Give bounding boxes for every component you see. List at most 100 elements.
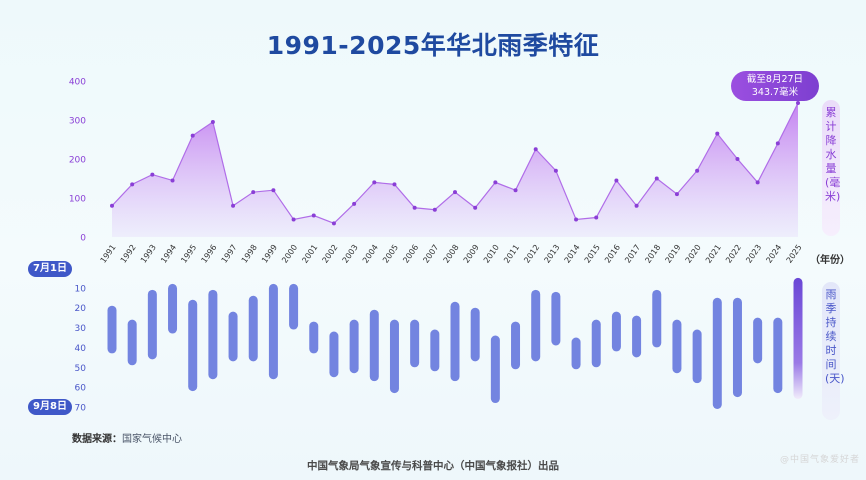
duration-bar-2008 xyxy=(450,301,460,382)
rain-point-2008 xyxy=(453,190,457,195)
rain-point-1991 xyxy=(110,203,114,208)
duration-bar-1996 xyxy=(208,289,218,380)
year-tick-1993: 1993 xyxy=(139,243,158,265)
callout-date: 截至8月27日 xyxy=(746,74,804,85)
data-source: 数据来源：国家气候中心 xyxy=(72,430,182,445)
source-label: 数据来源： xyxy=(72,434,122,445)
duration-bar-2020 xyxy=(692,329,702,384)
duration-bar-2014 xyxy=(571,337,581,370)
rain-axis-text: 累计降水量(毫米) xyxy=(825,106,841,203)
year-tick-2000: 2000 xyxy=(280,243,299,265)
year-tick-2005: 2005 xyxy=(381,243,400,265)
rain-point-2015 xyxy=(594,215,599,220)
year-tick-2004: 2004 xyxy=(361,243,380,265)
year-tick-2020: 2020 xyxy=(684,243,703,265)
rain-point-2004 xyxy=(372,180,377,185)
dur-ytick-40: 40 xyxy=(75,344,87,354)
rain-area xyxy=(112,102,798,237)
rain-point-1998 xyxy=(251,190,256,195)
year-tick-1996: 1996 xyxy=(199,243,218,265)
duration-bar-2010 xyxy=(490,335,500,404)
year-axis-label: （年份） xyxy=(810,255,850,266)
year-tick-1999: 1999 xyxy=(260,243,279,265)
year-tick-2001: 2001 xyxy=(300,243,319,265)
rain-point-2021 xyxy=(715,131,720,136)
rain-point-2024 xyxy=(775,141,780,146)
rain-axis-label: 累计降水量(毫米) xyxy=(822,100,840,236)
rain-point-2000 xyxy=(291,217,296,222)
rain-point-1994 xyxy=(170,178,175,183)
year-tick-2007: 2007 xyxy=(421,243,440,265)
rain-point-1996 xyxy=(210,119,215,124)
duration-bar-2002 xyxy=(329,331,339,378)
rain-point-1997 xyxy=(231,203,236,208)
duration-bar-2015 xyxy=(591,319,601,368)
latest-value-callout: 截至8月27日 343.7毫米 xyxy=(731,71,819,101)
year-tick-1995: 1995 xyxy=(179,243,198,265)
rain-point-2020 xyxy=(695,168,700,173)
dur-ytick-10: 10 xyxy=(75,284,87,294)
watermark: @中国气象爱好者 xyxy=(779,455,860,465)
rain-ytick-100: 100 xyxy=(69,195,86,205)
duration-bar-2013 xyxy=(551,291,561,346)
rain-point-2014 xyxy=(574,217,579,222)
duration-bar-2019 xyxy=(672,319,682,374)
year-tick-2016: 2016 xyxy=(603,243,622,265)
duration-bar-2012 xyxy=(531,289,541,362)
year-tick-2021: 2021 xyxy=(704,243,723,265)
duration-bar-2005 xyxy=(389,319,399,394)
rain-point-1993 xyxy=(150,172,155,177)
rain-point-1995 xyxy=(190,133,195,138)
duration-axis-text: 雨季持续时间(天) xyxy=(825,288,845,385)
dur-ytick-60: 60 xyxy=(75,384,87,394)
year-tick-1998: 1998 xyxy=(240,243,259,265)
year-tick-2025: 2025 xyxy=(785,243,804,265)
year-tick-2003: 2003 xyxy=(341,243,360,265)
year-tick-2014: 2014 xyxy=(563,243,582,265)
rain-point-2018 xyxy=(654,176,659,181)
dur-ytick-70: 70 xyxy=(75,404,87,414)
duration-bar-1994 xyxy=(168,283,178,334)
rain-point-2001 xyxy=(311,213,316,218)
rain-point-2017 xyxy=(634,203,639,208)
rain-point-2019 xyxy=(674,192,679,197)
duration-bar-2000 xyxy=(289,283,299,330)
duration-bar-2016 xyxy=(611,311,621,352)
year-tick-1991: 1991 xyxy=(99,243,118,265)
year-tick-2022: 2022 xyxy=(724,243,743,265)
duration-bar-2025 xyxy=(793,277,803,400)
duration-bar-2009 xyxy=(470,307,480,362)
rain-point-2016 xyxy=(614,178,619,183)
rain-point-2010 xyxy=(493,180,498,185)
dur-ytick-20: 20 xyxy=(75,304,87,314)
duration-bar-1993 xyxy=(147,289,157,360)
duration-bar-2023 xyxy=(753,317,763,364)
year-tick-2023: 2023 xyxy=(744,243,763,265)
start-date-marker: 7月1日 xyxy=(28,261,72,277)
duration-bar-2017 xyxy=(632,315,642,358)
publisher: 中国气象局气象宣传与科普中心（中国气象报社）出品 xyxy=(307,460,559,472)
duration-bar-2006 xyxy=(410,319,420,368)
rain-point-2002 xyxy=(331,221,336,226)
duration-bar-1997 xyxy=(228,311,238,362)
duration-bar-2022 xyxy=(732,297,742,398)
year-tick-2002: 2002 xyxy=(321,243,340,265)
year-tick-2012: 2012 xyxy=(522,243,541,265)
duration-axis-label: 雨季持续时间(天) xyxy=(822,282,845,420)
year-tick-2006: 2006 xyxy=(401,243,420,265)
callout-value: 343.7毫米 xyxy=(751,87,799,98)
duration-bar-1991 xyxy=(107,305,117,354)
rain-ytick-0: 0 xyxy=(80,234,86,244)
year-tick-2019: 2019 xyxy=(664,243,683,265)
year-tick-2010: 2010 xyxy=(482,243,501,265)
rain-point-1999 xyxy=(271,188,276,193)
year-tick-2009: 2009 xyxy=(462,243,481,265)
rain-point-2022 xyxy=(735,157,740,161)
rain-point-2023 xyxy=(755,180,760,185)
rain-ytick-200: 200 xyxy=(69,156,86,166)
year-tick-2011: 2011 xyxy=(502,243,521,265)
rain-point-2011 xyxy=(513,188,518,193)
rain-point-2009 xyxy=(473,205,478,210)
